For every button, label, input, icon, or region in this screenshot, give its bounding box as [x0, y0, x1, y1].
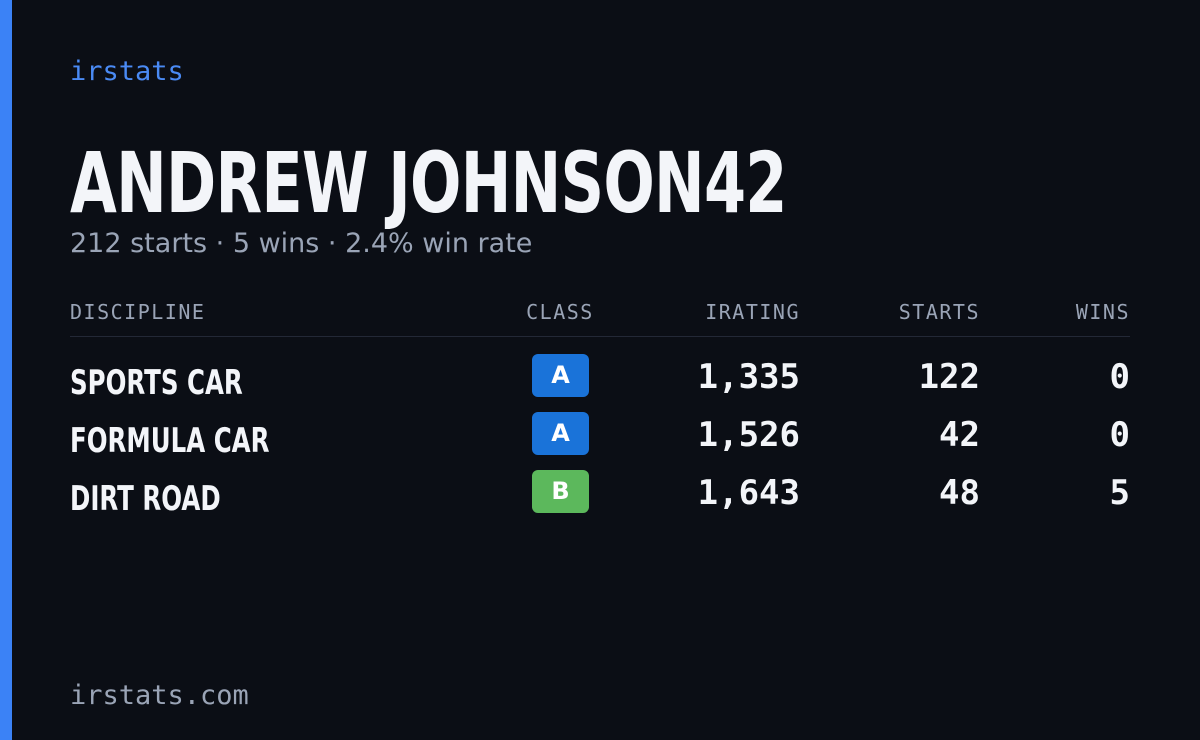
accent-bar [0, 0, 12, 740]
brand[interactable]: irstats [70, 56, 184, 87]
discipline: SPORTS CAR [70, 363, 243, 403]
irating: 1,335 [697, 357, 800, 397]
header-rule [70, 336, 1130, 337]
column-header: CLASS [526, 300, 594, 324]
column-header: DISCIPLINE [70, 300, 206, 324]
class-badge: A [532, 354, 589, 397]
class-badge: B [532, 470, 589, 513]
driver-name: ANDREW JOHNSON42 [70, 134, 787, 232]
discipline: FORMULA CAR [70, 421, 270, 461]
discipline: DIRT ROAD [70, 479, 221, 519]
starts: 42 [939, 415, 980, 455]
starts: 122 [918, 357, 980, 397]
wins: 0 [1109, 415, 1130, 455]
irating: 1,526 [697, 415, 800, 455]
summary: 212 starts · 5 wins · 2.4% win rate [70, 228, 533, 259]
starts: 48 [939, 473, 980, 513]
footer[interactable]: irstats.com [70, 680, 249, 711]
column-header: STARTS [898, 300, 980, 324]
wins: 5 [1109, 473, 1130, 513]
column-header: IRATING [705, 300, 800, 324]
column-header: WINS [1075, 300, 1130, 324]
irating: 1,643 [697, 473, 800, 513]
wins: 0 [1109, 357, 1130, 397]
class-badge: A [532, 412, 589, 455]
